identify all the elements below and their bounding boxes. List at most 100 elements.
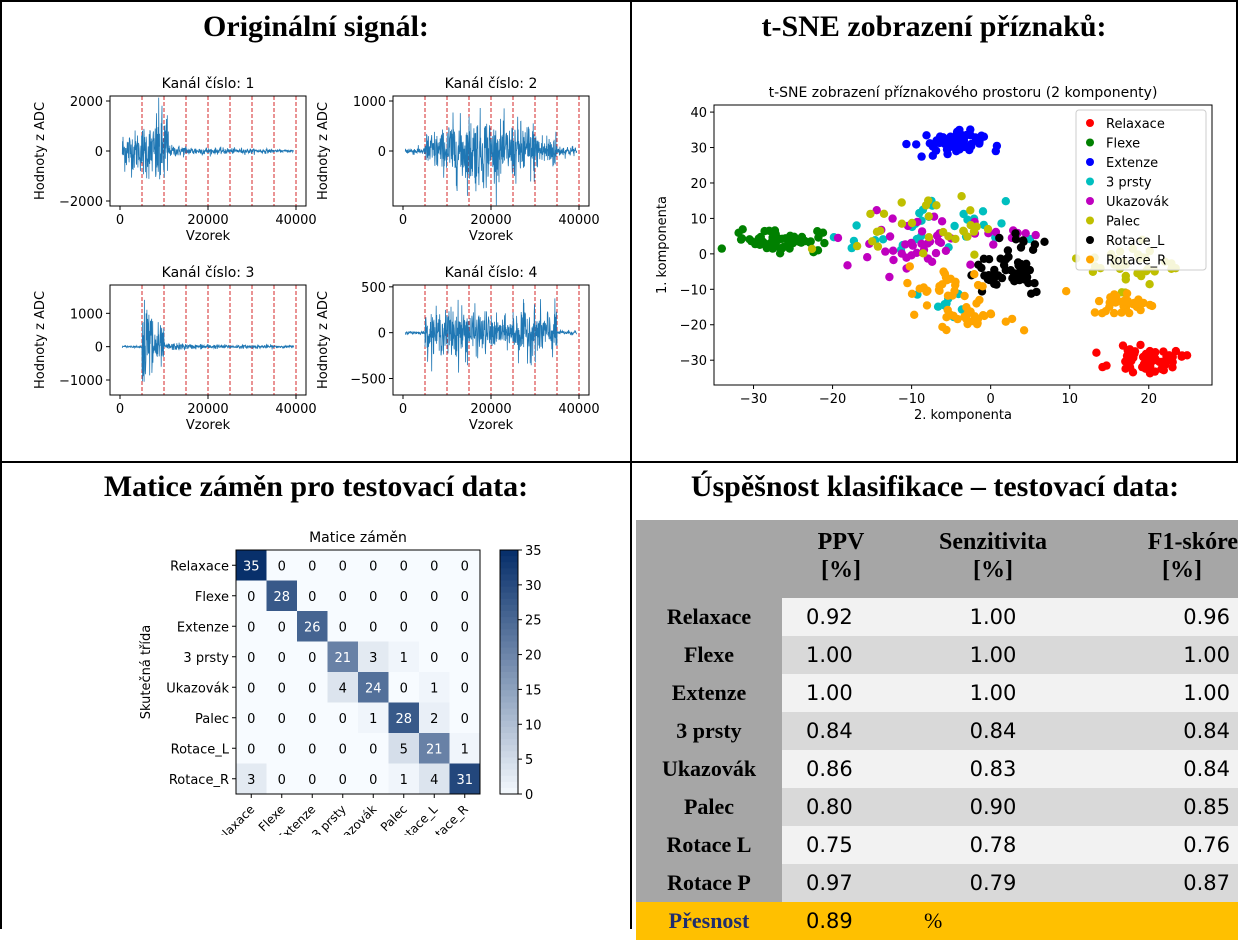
metrics-row: Extenze 1.00 1.00 1.00 (636, 674, 1238, 712)
scatter-point (934, 285, 944, 294)
scatter-point (1030, 279, 1039, 288)
scatter-point (932, 201, 941, 210)
cm-cell (327, 702, 358, 733)
scatter-point (1001, 266, 1010, 275)
scatter-point (963, 232, 972, 241)
colorbar-tick-label: 25 (525, 614, 542, 629)
scatter-point (1001, 197, 1010, 206)
x-axis-label: Vzorek (469, 418, 514, 433)
cm-cell-value: 0 (430, 651, 438, 666)
colorbar-segment (500, 635, 518, 643)
cm-cell (266, 550, 297, 581)
y-axis-label: Hodnoty z ADC (316, 291, 331, 389)
accuracy-label: Přesnost (636, 902, 782, 940)
scatter-point (970, 270, 979, 279)
signal-plot-title: Kanál číslo: 4 (445, 265, 538, 281)
scatter-point (897, 219, 907, 228)
cm-cell-value: 2 (430, 712, 438, 727)
legend-marker (1086, 236, 1094, 244)
cm-cell-value: 0 (400, 559, 408, 574)
metrics-row-label: Rotace L (636, 826, 782, 864)
cm-cell-value: 0 (339, 773, 347, 788)
panel-divider-horizontal (0, 461, 1238, 463)
y-tick-label: −10 (680, 283, 707, 298)
scatter-point (745, 235, 754, 244)
colorbar-segment (500, 726, 518, 734)
x-axis-label: 2. komponenta (914, 408, 1012, 423)
cm-cell-value: 0 (308, 773, 316, 788)
scatter-point (1001, 254, 1011, 264)
scatter-point (986, 272, 995, 281)
scatter-point (1157, 357, 1166, 367)
colorbar-segment (500, 775, 518, 783)
scatter-point (1016, 259, 1026, 269)
scatter-point (1157, 364, 1166, 374)
scatter-point (950, 137, 959, 146)
scatter-point (872, 227, 882, 236)
scatter-point (984, 255, 994, 264)
cm-cell-value: 0 (308, 742, 316, 757)
cm-cell-value: 28 (273, 590, 290, 605)
scatter-point (939, 267, 948, 276)
scatter-point (903, 278, 912, 288)
colorbar-segment (500, 672, 518, 679)
cm-cell (388, 733, 419, 764)
colorbar-tick-label: 35 (525, 544, 542, 559)
sensitivity-value: 0.79 (900, 864, 1086, 902)
scatter-point (919, 249, 928, 258)
scatter-point (941, 246, 951, 255)
cm-cell (297, 733, 328, 764)
scatter-point (924, 233, 934, 242)
cm-row-label: Rotace_L (171, 742, 230, 757)
scatter-point (933, 138, 943, 147)
cm-cell-value: 3 (369, 651, 377, 666)
scatter-point (737, 234, 747, 243)
scatter-point (959, 209, 968, 219)
colorbar-segment (500, 574, 518, 582)
x-tick-label: 40000 (558, 402, 599, 417)
y-tick-label: 0 (699, 248, 707, 263)
scatter-point (931, 248, 941, 258)
y-axis-label: Hodnoty z ADC (33, 102, 48, 200)
cm-cell-value: 0 (339, 712, 347, 727)
colorbar-segment (500, 708, 518, 716)
cm-cell-value: 21 (334, 651, 351, 666)
cm-cell (419, 550, 450, 581)
metrics-row-label: Ukazovák (636, 750, 782, 788)
colorbar-segment (500, 769, 518, 777)
x-tick-label: 40000 (558, 213, 599, 228)
sensitivity-value: 0.78 (900, 826, 1086, 864)
cm-cell-value: 26 (304, 620, 321, 635)
scatter-point (965, 145, 974, 155)
colorbar-segment (500, 598, 518, 606)
colorbar-segment (500, 550, 518, 557)
y-tick-label: −500 (350, 373, 386, 388)
y-tick-label: 30 (690, 142, 707, 157)
sensitivity-value: 0.83 (900, 750, 1086, 788)
colorbar-segment (500, 568, 518, 575)
colorbar-segment (500, 714, 518, 722)
scatter-point (818, 228, 828, 237)
x-tick-label: 20000 (470, 213, 511, 228)
scatter-point (950, 221, 959, 231)
scatter-point (917, 239, 926, 248)
cm-cell (419, 733, 450, 764)
cm-cell (449, 550, 480, 581)
cm-cell-value: 0 (400, 590, 408, 605)
scatter-point (1136, 305, 1145, 315)
colorbar-segment (500, 787, 518, 795)
scatter-point (951, 277, 960, 286)
cm-cell-value: 0 (339, 559, 347, 574)
sensitivity-value: 1.00 (900, 674, 1086, 712)
cm-cell (449, 611, 480, 642)
legend-label: Rotace_R (1106, 254, 1166, 269)
cm-cell (236, 672, 267, 703)
cm-row-label: Ukazovák (166, 681, 229, 696)
cm-frame (235, 549, 481, 795)
scatter-point (991, 146, 1000, 156)
legend-marker (1086, 119, 1094, 127)
cm-cell (327, 580, 358, 611)
y-tick-label: 1000 (353, 95, 386, 110)
scatter-point (717, 244, 726, 253)
